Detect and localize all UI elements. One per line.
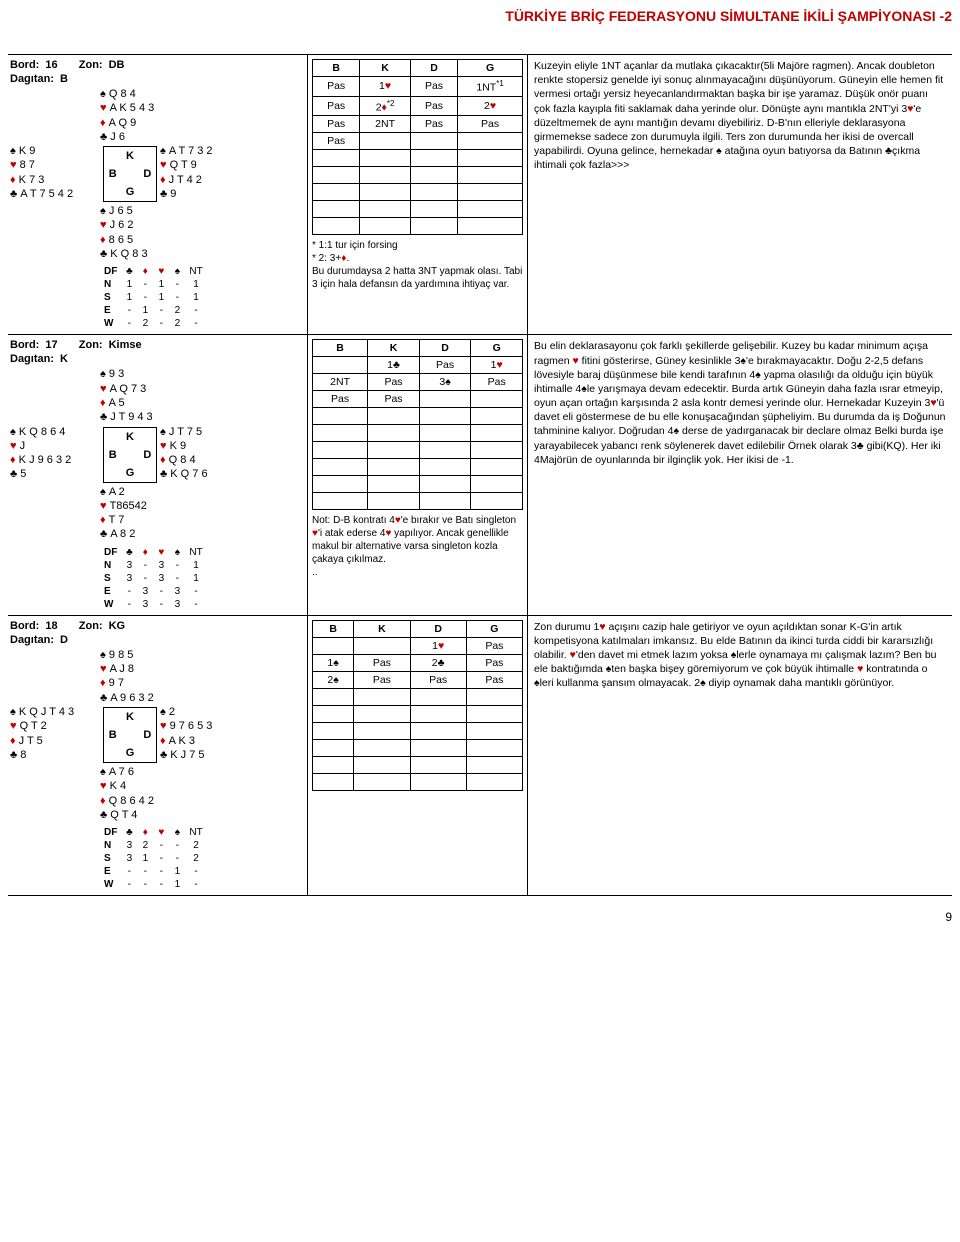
east-hand: ♠ J T 7 5♥ K 9♦ Q 8 4♣ K Q 7 6 bbox=[160, 425, 250, 485]
bord-label: Bord: bbox=[10, 59, 39, 71]
compass: KBDG bbox=[103, 146, 157, 202]
east-hand: ♠ 2♥ 9 7 6 5 3♦ A K 3♣ K J 7 5 bbox=[160, 705, 250, 765]
north-hand: ♠ 9 3♥ A Q 7 3♦ A 5♣ J T 9 4 3 bbox=[100, 367, 160, 424]
hand-diagram: Bord: 16 Zon: DBDagıtan: B♠ Q 8 4♥ A K 5… bbox=[8, 55, 308, 334]
south-hand: ♠ J 6 5♥ J 6 2♦ 8 6 5♣ K Q 8 3 bbox=[100, 204, 160, 261]
board-row: Bord: 17 Zon: KimseDagıtan: K♠ 9 3♥ A Q … bbox=[8, 334, 952, 614]
commentary: Zon durumu 1♥ açışını cazip hale getiriy… bbox=[528, 616, 952, 895]
bidding-table: BKDGPas1♥Pas1NT*1Pas2♦*2Pas2♥Pas2NTPasPa… bbox=[312, 59, 523, 235]
board-row: Bord: 18 Zon: KGDagıtan: D♠ 9 8 5♥ A J 8… bbox=[8, 615, 952, 896]
north-hand: ♠ Q 8 4♥ A K 5 4 3♦ A Q 9♣ J 6 bbox=[100, 87, 160, 144]
north-hand: ♠ 9 8 5♥ A J 8♦ 9 7♣ A 9 6 3 2 bbox=[100, 648, 160, 705]
boards-container: Bord: 16 Zon: DBDagıtan: B♠ Q 8 4♥ A K 5… bbox=[8, 54, 952, 896]
bidding-column: BKDG1♣Pas1♥2NTPas3♠PasPasPas Not: D-B ko… bbox=[308, 335, 528, 614]
bidding-table: BKDG1♣Pas1♥2NTPas3♠PasPasPas bbox=[312, 339, 523, 510]
commentary: Bu elin deklarasayonu çok farklı şekille… bbox=[528, 335, 952, 614]
west-hand: ♠ K Q 8 6 4♥ J♦ K J 9 6 3 2♣ 5 bbox=[10, 425, 100, 485]
east-hand: ♠ A T 7 3 2♥ Q T 9♦ J T 4 2♣ 9 bbox=[160, 144, 250, 204]
df-table: DF♣♦♥♠NTN32--2S31--2E---1-W---1- bbox=[100, 826, 207, 891]
south-hand: ♠ A 7 6♥ K 4♦ Q 8 6 4 2♣ Q T 4 bbox=[100, 765, 160, 822]
df-table: DF♣♦♥♠NTN1-1-1S1-1-1E-1-2-W-2-2- bbox=[100, 265, 207, 330]
hand-diagram: Bord: 18 Zon: KGDagıtan: D♠ 9 8 5♥ A J 8… bbox=[8, 616, 308, 895]
compass: KBDG bbox=[103, 707, 157, 763]
df-table: DF♣♦♥♠NTN3-3-1S3-3-1E-3-3-W-3-3- bbox=[100, 546, 207, 611]
page-number: 9 bbox=[8, 910, 952, 924]
south-hand: ♠ A 2♥ T86542♦ T 7♣ A 8 2 bbox=[100, 485, 160, 542]
page-header: TÜRKİYE BRİÇ FEDERASYONU SİMULTANE İKİLİ… bbox=[8, 8, 952, 54]
compass: KBDG bbox=[103, 427, 157, 483]
bord-label: Bord: bbox=[10, 339, 39, 351]
bidding-table: BKDG1♥Pas1♠Pas2♣Pas2♠PasPasPas bbox=[312, 620, 523, 791]
hand-diagram: Bord: 17 Zon: KimseDagıtan: K♠ 9 3♥ A Q … bbox=[8, 335, 308, 614]
commentary: Kuzeyin eliyle 1NT açanlar da mutlaka çı… bbox=[528, 55, 952, 334]
bidding-note: Not: D-B kontratı 4♥'e bırakır ve Batı s… bbox=[312, 514, 523, 579]
bord-label: Bord: bbox=[10, 620, 39, 632]
board-row: Bord: 16 Zon: DBDagıtan: B♠ Q 8 4♥ A K 5… bbox=[8, 54, 952, 334]
west-hand: ♠ K 9♥ 8 7♦ K 7 3♣ A T 7 5 4 2 bbox=[10, 144, 100, 204]
bidding-column: BKDG1♥Pas1♠Pas2♣Pas2♠PasPasPas bbox=[308, 616, 528, 895]
bidding-note: * 1:1 tur için forsing * 2: 3+♦. Bu duru… bbox=[312, 239, 523, 291]
west-hand: ♠ K Q J T 4 3♥ Q T 2♦ J T 5♣ 8 bbox=[10, 705, 100, 765]
bidding-column: BKDGPas1♥Pas1NT*1Pas2♦*2Pas2♥Pas2NTPasPa… bbox=[308, 55, 528, 334]
